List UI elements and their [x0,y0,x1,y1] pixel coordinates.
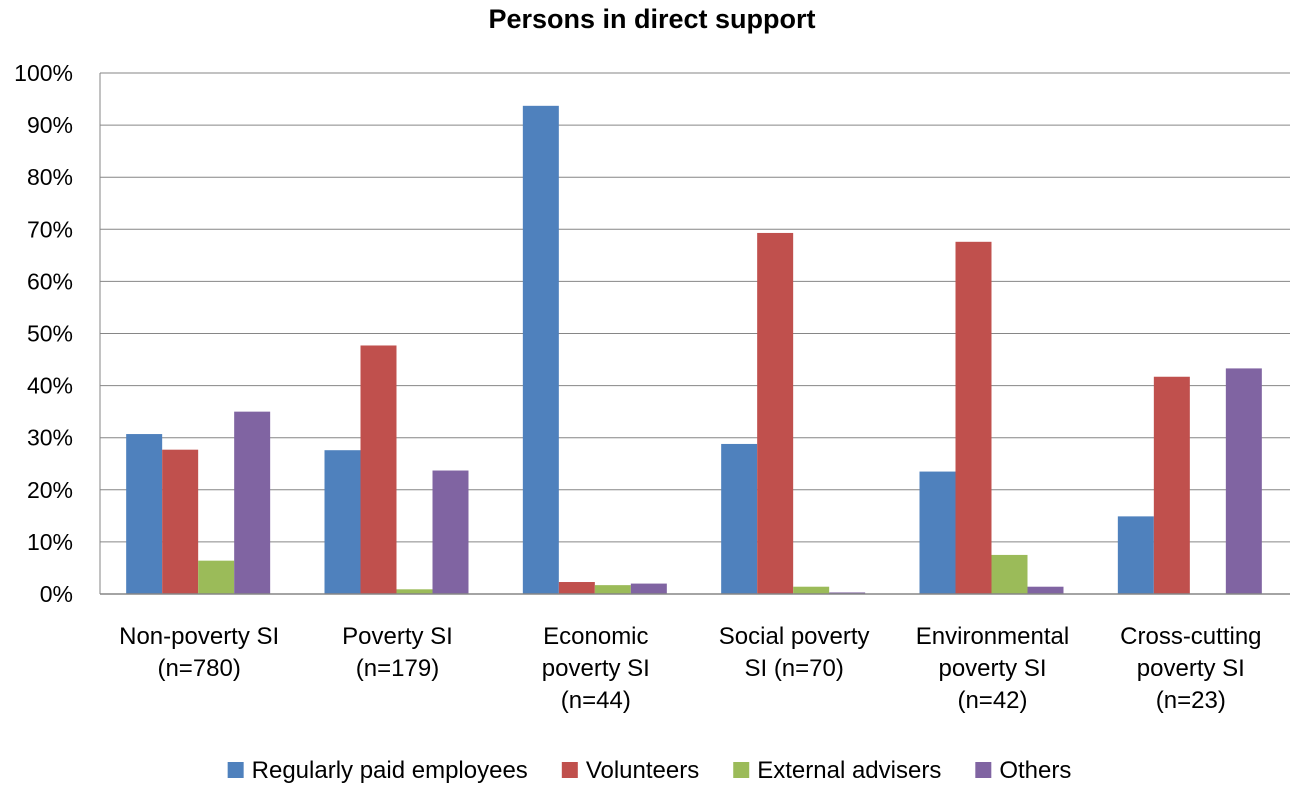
x-tick-label: poverty SI [938,655,1046,682]
y-tick-label: 100% [14,60,73,86]
bar-regularly-paid-employees-5 [1117,516,1154,594]
legend-label: External advisers [757,757,941,784]
bar-external-advisers-0 [198,560,235,594]
x-tick-label: (n=780) [157,655,240,682]
bar-regularly-paid-employees-1 [324,450,361,594]
x-tick-label: (n=179) [356,655,439,682]
bar-others-4 [1027,586,1064,594]
x-tick-label: Cross-cutting [1120,623,1261,650]
y-tick-label: 30% [27,425,73,451]
x-axis-categories: Non-poverty SI (n=780) Poverty SI (n=179) Ec… [119,623,1261,714]
bar-external-advisers-1 [396,589,433,594]
legend-swatch [227,762,244,778]
bar-external-advisers-2 [594,585,631,594]
y-tick-label: 0% [40,581,73,607]
bar-external-advisers-3 [793,586,830,594]
y-tick-label: 50% [27,321,73,347]
y-axis-ticks: 0% 10% 20% 30% 40% 50% 60% 70% 80% 90% 100% [14,60,73,607]
bar-volunteers-2 [558,582,595,594]
legend: Regularly paid employees Volunteers Extern… [227,757,1071,784]
legend-swatch [733,762,750,778]
bar-regularly-paid-employees-0 [126,434,163,594]
x-tick-label: (n=44) [561,687,631,714]
x-tick-label: Non-poverty SI [119,623,279,650]
x-tick-label: (n=42) [957,687,1027,714]
y-tick-label: 70% [27,216,73,242]
legend-label: Others [999,757,1071,784]
y-tick-label: 40% [27,373,73,399]
gridlines [100,72,1290,543]
bar-others-5 [1225,368,1262,594]
bar-regularly-paid-employees-3 [721,443,758,594]
y-tick-label: 90% [27,112,73,138]
bar-regularly-paid-employees-4 [919,471,956,594]
x-tick-label: Poverty SI [342,623,453,650]
x-tick-label: (n=23) [1156,687,1226,714]
y-tick-label: 10% [27,529,73,555]
x-tick-label: poverty SI [1137,655,1245,682]
x-tick-label: Economic [543,623,648,650]
y-tick-label: 80% [27,164,73,190]
bar-others-0 [234,411,271,594]
legend-item-external-advisers: External advisers [733,757,941,784]
bar-regularly-paid-employees-2 [522,105,559,594]
legend-label: Volunteers [586,757,699,784]
bar-volunteers-3 [757,232,794,594]
bar-external-advisers-4 [991,554,1028,594]
legend-item-regularly-paid-employees: Regularly paid employees [227,757,528,784]
legend-item-volunteers: Volunteers [561,757,699,784]
bar-volunteers-0 [162,449,199,594]
chart-title: Persons in direct support [488,4,815,34]
bar-others-1 [432,470,469,594]
x-tick-label: SI (n=70) [744,655,843,682]
bars [126,105,1262,594]
legend-label: Regularly paid employees [252,757,528,784]
y-tick-label: 20% [27,477,73,503]
x-tick-label: poverty SI [542,655,650,682]
y-tick-label: 60% [27,268,73,294]
bar-others-3 [829,592,866,594]
bar-others-2 [630,583,667,594]
bar-volunteers-5 [1153,376,1190,594]
legend-item-others: Others [975,757,1071,784]
legend-swatch [975,762,992,778]
bar-volunteers-4 [955,241,992,594]
x-tick-label: Social poverty [719,623,870,650]
x-axis [99,73,1290,595]
x-tick-label: Environmental [916,623,1069,650]
bar-volunteers-1 [360,345,397,594]
legend-swatch [561,762,578,778]
